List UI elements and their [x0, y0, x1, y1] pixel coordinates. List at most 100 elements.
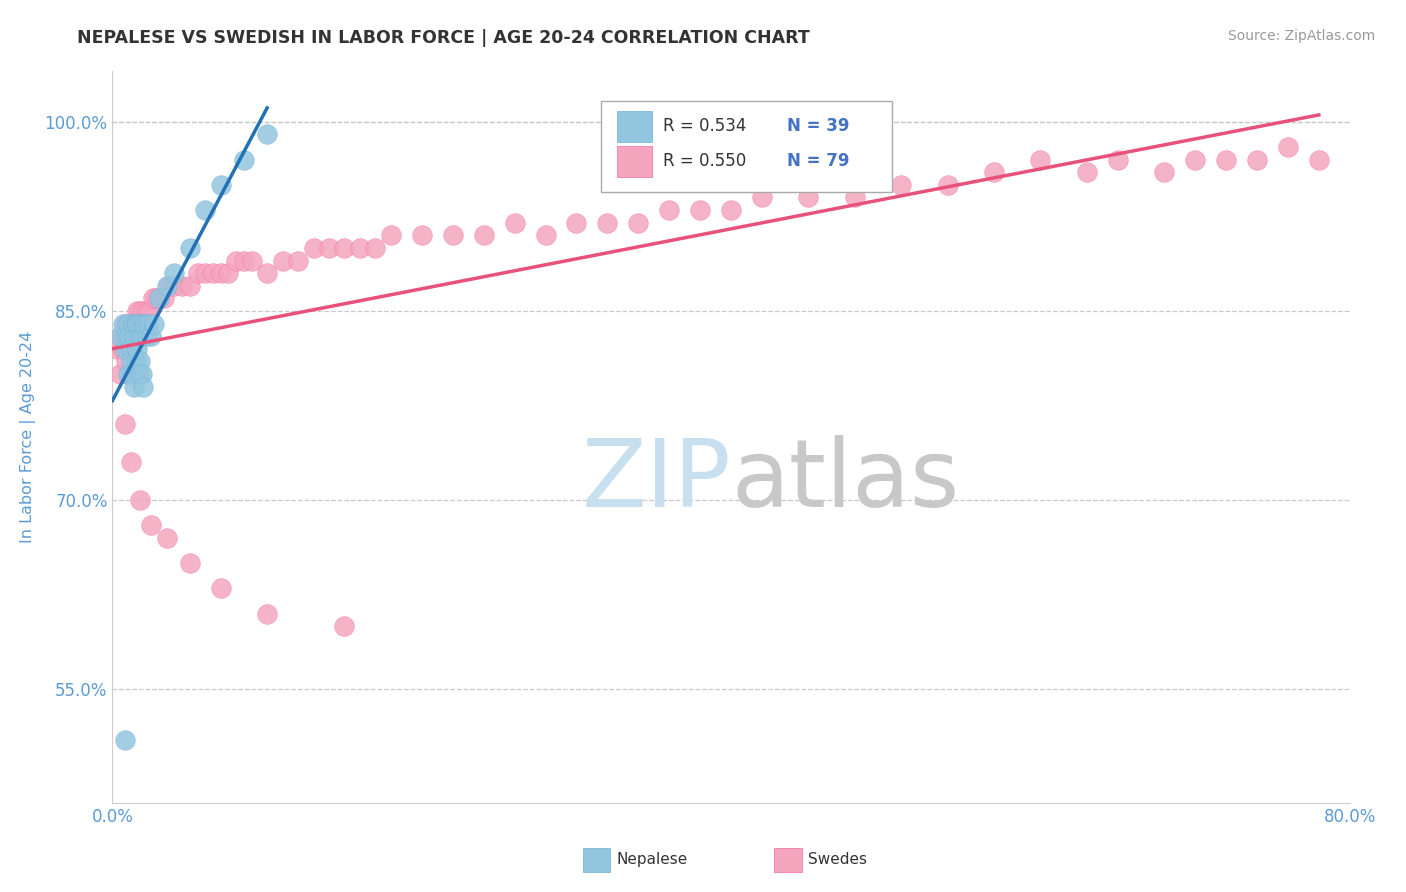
- Point: [318, 241, 340, 255]
- Point: [121, 317, 143, 331]
- Point: [128, 367, 150, 381]
- Point: [127, 304, 149, 318]
- Point: [118, 329, 141, 343]
- Point: [1246, 153, 1268, 167]
- Point: [117, 367, 139, 381]
- Point: [114, 732, 136, 747]
- Point: [114, 342, 136, 356]
- Point: [128, 329, 150, 343]
- Point: [983, 165, 1005, 179]
- Text: Nepalese: Nepalese: [616, 853, 688, 867]
- Point: [131, 367, 153, 381]
- Point: [209, 266, 232, 280]
- Point: [441, 228, 464, 243]
- Point: [134, 317, 156, 331]
- Point: [163, 266, 186, 280]
- Point: [124, 354, 148, 368]
- Point: [287, 253, 309, 268]
- Point: [302, 241, 325, 255]
- Point: [256, 266, 278, 280]
- Point: [129, 354, 152, 368]
- Point: [122, 329, 145, 343]
- Point: [689, 203, 711, 218]
- Point: [217, 266, 239, 280]
- Point: [148, 291, 170, 305]
- Point: [127, 317, 149, 331]
- Point: [115, 329, 138, 343]
- Point: [271, 253, 294, 268]
- Point: [627, 216, 650, 230]
- Point: [364, 241, 387, 255]
- Point: [844, 190, 866, 204]
- Text: ZIP: ZIP: [582, 435, 731, 527]
- Point: [141, 518, 163, 533]
- Text: NEPALESE VS SWEDISH IN LABOR FORCE | AGE 20-24 CORRELATION CHART: NEPALESE VS SWEDISH IN LABOR FORCE | AGE…: [77, 29, 810, 47]
- Point: [120, 342, 142, 356]
- Point: [256, 607, 278, 621]
- Point: [225, 253, 247, 268]
- Bar: [617, 146, 652, 177]
- Point: [179, 278, 201, 293]
- Point: [194, 266, 217, 280]
- Point: [163, 278, 186, 293]
- Point: [472, 228, 495, 243]
- Point: [534, 228, 557, 243]
- Point: [380, 228, 402, 243]
- Point: [333, 241, 356, 255]
- Text: Swedes: Swedes: [808, 853, 868, 867]
- Point: [349, 241, 371, 255]
- Point: [124, 317, 148, 331]
- Point: [128, 329, 150, 343]
- Point: [135, 304, 157, 318]
- Point: [115, 354, 138, 368]
- Point: [240, 253, 263, 268]
- Point: [1029, 153, 1052, 167]
- Point: [121, 317, 143, 331]
- Point: [751, 190, 773, 204]
- Point: [132, 379, 155, 393]
- Point: [155, 531, 177, 545]
- Point: [503, 216, 526, 230]
- Point: [143, 317, 166, 331]
- Point: [209, 178, 232, 192]
- Point: [105, 342, 128, 356]
- Point: [129, 317, 152, 331]
- Point: [179, 556, 201, 570]
- Point: [148, 291, 170, 305]
- Point: [129, 304, 152, 318]
- Point: [256, 128, 278, 142]
- Point: [112, 317, 135, 331]
- Point: [120, 354, 142, 368]
- Point: [179, 241, 201, 255]
- Point: [1215, 153, 1237, 167]
- Point: [117, 317, 139, 331]
- Y-axis label: In Labor Force | Age 20-24: In Labor Force | Age 20-24: [20, 331, 37, 543]
- Point: [122, 379, 145, 393]
- Point: [141, 329, 163, 343]
- Point: [138, 304, 160, 318]
- Point: [118, 329, 141, 343]
- Point: [233, 153, 256, 167]
- Text: N = 39: N = 39: [787, 117, 849, 136]
- Point: [1184, 153, 1206, 167]
- Text: atlas: atlas: [731, 435, 959, 527]
- Point: [122, 329, 145, 343]
- Point: [114, 417, 136, 432]
- Point: [110, 329, 132, 343]
- Point: [121, 367, 143, 381]
- Point: [1153, 165, 1175, 179]
- Text: R = 0.534: R = 0.534: [664, 117, 747, 136]
- Point: [194, 203, 217, 218]
- Point: [209, 582, 232, 596]
- Text: N = 79: N = 79: [787, 153, 849, 170]
- Point: [1308, 153, 1330, 167]
- Bar: [582, 848, 610, 871]
- Bar: [775, 848, 801, 871]
- Point: [890, 178, 912, 192]
- Point: [112, 342, 135, 356]
- Point: [127, 342, 149, 356]
- Point: [1107, 153, 1129, 167]
- Point: [797, 190, 820, 204]
- Point: [233, 253, 256, 268]
- Point: [135, 329, 157, 343]
